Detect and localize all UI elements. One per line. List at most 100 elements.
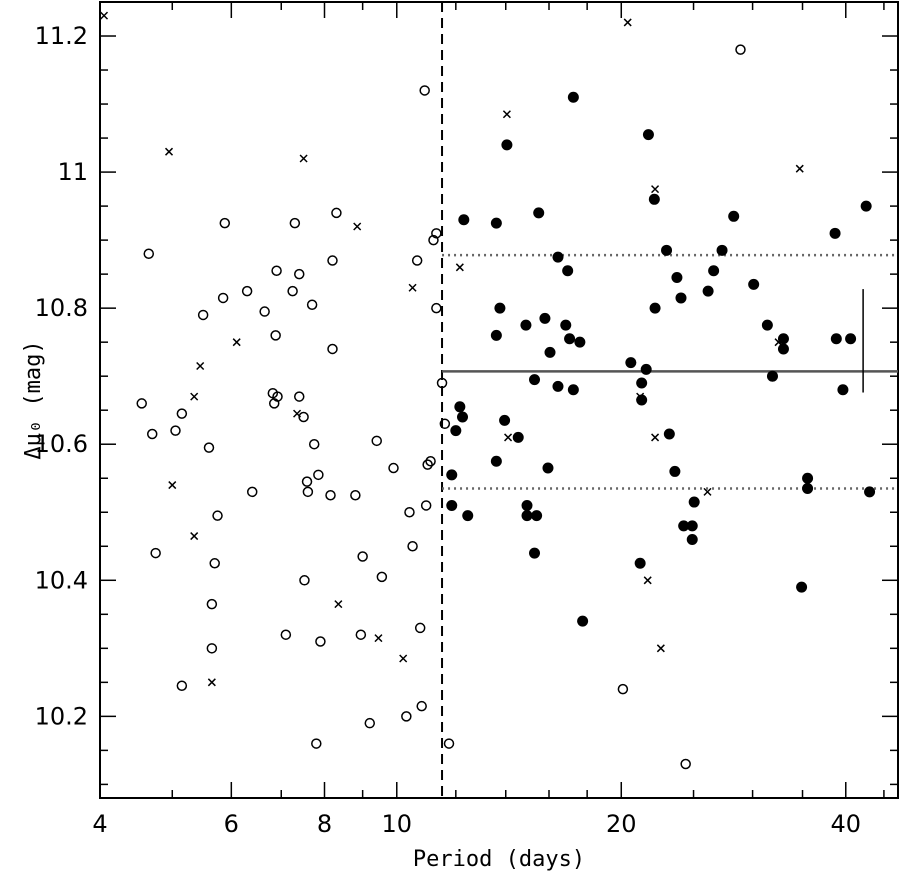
cross-point — [207, 678, 216, 687]
y-tick-label: 11.2 — [35, 22, 88, 50]
filled-circle-point — [521, 499, 533, 511]
x-tick-label: 8 — [317, 810, 332, 838]
cross-point — [334, 600, 343, 609]
filled-circle-point — [520, 319, 532, 331]
cross-point — [353, 222, 362, 231]
filled-circle-point — [860, 200, 872, 212]
open-circle-point — [350, 489, 361, 501]
filled-circle-point — [640, 363, 652, 375]
open-circle-point — [443, 738, 455, 749]
filled-circle-point — [490, 217, 502, 229]
reference-lines — [441, 2, 898, 798]
open-circle-point — [206, 643, 218, 654]
open-circle-point — [414, 622, 426, 634]
filled-circle-point — [648, 193, 660, 205]
cross-point — [190, 532, 199, 541]
filled-circle-point — [802, 472, 814, 484]
filled-circle-point — [542, 462, 554, 474]
open-circle-point — [287, 285, 298, 297]
cross-point — [774, 338, 783, 347]
cross-point — [651, 185, 660, 194]
filled-circle-point — [661, 244, 673, 256]
cross-point — [623, 18, 632, 27]
filled-circle-point — [728, 210, 740, 222]
open-circle-point — [212, 510, 223, 521]
open-circle-point — [355, 629, 367, 640]
filled-circle-point — [560, 319, 572, 331]
cross-point — [299, 154, 308, 163]
filled-circle-point — [446, 499, 458, 511]
filled-circle-point — [636, 377, 648, 389]
filled-circle-point — [837, 384, 849, 396]
filled-circle-point — [544, 346, 556, 358]
cross-point — [293, 409, 302, 418]
open-circle-point — [425, 455, 436, 467]
open-circle-point — [419, 85, 430, 96]
filled-circle-point — [521, 510, 533, 522]
x-tick-label: 4 — [92, 810, 107, 838]
open-circle-point — [439, 418, 451, 430]
filled-circle-point — [663, 428, 675, 440]
filled-circle-point — [702, 285, 714, 297]
open-circle-point — [617, 683, 629, 695]
x-tick-label: 6 — [224, 810, 239, 838]
filled-circle-point — [796, 581, 808, 593]
filled-circle-point — [567, 91, 579, 103]
open-circle-point — [170, 425, 181, 436]
filled-circle-point — [454, 401, 466, 413]
open-circle-point — [298, 411, 309, 423]
open-circle-point — [306, 299, 318, 311]
plot-frame — [99, 1, 899, 799]
cross-point — [168, 481, 177, 490]
filled-circle-point — [686, 520, 698, 532]
filled-circle-point — [830, 333, 842, 345]
open-circle-point — [411, 255, 423, 266]
filled-circle-point — [716, 244, 728, 256]
open-circle-point — [241, 285, 253, 297]
filled-circle-point — [562, 265, 574, 277]
filled-circle-point — [490, 455, 502, 467]
open-circle-point — [680, 758, 691, 770]
cross-point — [399, 654, 408, 663]
y-axis-title: Δμ₀ (mag) — [21, 340, 46, 459]
cross-point — [164, 147, 174, 156]
y-tick-label: 10.2 — [35, 702, 88, 730]
open-circle-point — [357, 551, 368, 562]
filled-circle-point — [802, 482, 814, 494]
y-tick-label: 11 — [57, 158, 88, 186]
open-circle-point — [176, 680, 188, 691]
open-circle-point — [271, 265, 282, 276]
open-circle-point — [293, 391, 305, 402]
filled-circle-point — [766, 370, 778, 382]
filled-circle-point — [864, 486, 876, 498]
cross-point — [656, 644, 665, 653]
filled-circle-point — [458, 214, 470, 226]
cross-point — [502, 110, 511, 119]
tick-labels: 4 6 8 10 20 40 10.2 10.4 10.6 10.8 11 11.2 — [35, 22, 861, 838]
open-circle-point — [280, 629, 292, 640]
filled-circle-point — [686, 533, 698, 545]
open-circle-point — [420, 500, 432, 511]
open-circle-point — [311, 738, 322, 749]
open-circle-point — [404, 507, 415, 518]
open-circle-point — [401, 711, 412, 722]
filled-circle-point — [829, 227, 841, 239]
cross-point — [408, 283, 417, 292]
cross-point — [190, 392, 199, 401]
open-circle-point — [143, 248, 155, 259]
cross-point — [455, 263, 464, 272]
open-circle-point — [176, 408, 188, 419]
open-circle-point — [270, 330, 281, 341]
filled-circle-point — [499, 414, 511, 426]
cross-point — [636, 392, 645, 401]
filled-circle-point — [564, 333, 576, 345]
open-circle-point — [301, 476, 313, 487]
filled-circle-point — [539, 312, 551, 324]
open-circle-point — [364, 717, 376, 729]
x-tick-label: 20 — [606, 810, 637, 838]
filled-circle-point — [748, 278, 760, 290]
open-circle-point — [293, 268, 305, 280]
cross-point — [651, 433, 660, 442]
open-circle-point — [327, 343, 338, 355]
